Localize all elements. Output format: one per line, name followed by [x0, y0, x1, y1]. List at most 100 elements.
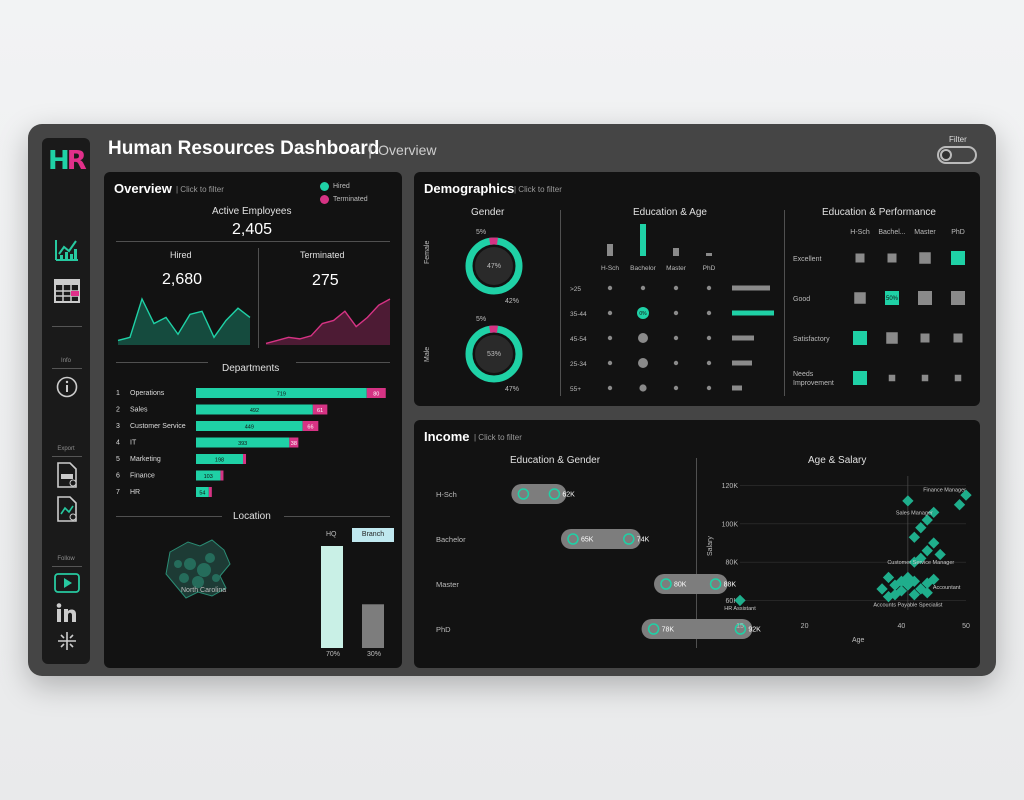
edu-age-dot — [706, 385, 712, 391]
divider — [284, 516, 390, 517]
chart-icon[interactable] — [54, 236, 80, 262]
scatter-annotation: Finance Manager — [923, 487, 966, 493]
overview-hint[interactable]: | Click to filter — [176, 185, 224, 194]
edu-age-dot — [607, 285, 613, 291]
edu-perf-y-label: Good — [793, 296, 810, 303]
dept-hired-label: 393 — [238, 441, 247, 447]
scatter-x-tick: 50 — [962, 623, 970, 630]
legend-terminated-label[interactable]: Terminated — [333, 196, 368, 203]
edu-perf-cell — [887, 253, 897, 263]
scatter-point — [921, 545, 933, 557]
edu-age-dot — [638, 358, 648, 368]
dept-rank: 6 — [116, 473, 120, 480]
edu-gender-label: Master — [436, 580, 459, 589]
edu-gender-range — [511, 484, 567, 504]
terminated-value: 275 — [312, 272, 339, 289]
dept-terminated-bar — [208, 487, 212, 497]
edu-age-dot — [637, 307, 649, 319]
divider — [696, 458, 697, 648]
edu-age-column-bar — [640, 224, 646, 256]
male-bottom-pct: 47% — [505, 386, 520, 393]
dept-rank: 1 — [116, 390, 120, 397]
edu-age-dot — [639, 384, 647, 392]
legend-hired-dot[interactable] — [320, 182, 329, 191]
scatter-point — [902, 495, 914, 507]
scatter-annotation: HR Assistant — [724, 606, 756, 612]
female-top-pct: 5% — [476, 229, 487, 236]
scatter-y-tick: 80K — [726, 560, 739, 567]
education-gender-chart[interactable]: H-Sch 62K Bachelor 65K 74K Master 80K 88K PhD 78K… — [420, 476, 761, 646]
edu-perf-cell — [853, 371, 867, 385]
edu-gender-male-marker — [623, 533, 635, 545]
edu-gender-male-label: 88K — [724, 582, 737, 589]
edu-perf-cell — [954, 374, 962, 382]
education-performance-chart[interactable]: H-Sch Bachel... Master PhD Excellent Good Sati… — [790, 224, 974, 394]
divider — [116, 516, 222, 517]
dept-rank: 5 — [116, 456, 120, 463]
dept-name: Sales — [130, 407, 148, 414]
male-top-pct: 5% — [476, 316, 487, 323]
overview-panel — [104, 172, 402, 668]
edu-age-title: Education & Age — [633, 207, 707, 218]
branch-label[interactable]: Branch — [352, 528, 394, 542]
dept-terminated-label: 61 — [317, 408, 323, 414]
demographics-title: Demographics — [424, 181, 515, 196]
scatter-x-tick: 40 — [898, 623, 906, 630]
edu-age-dot — [607, 360, 613, 366]
male-donut[interactable] — [464, 324, 524, 384]
edu-perf-x-label: Bachel... — [878, 229, 905, 236]
edu-age-row-bar — [732, 285, 770, 291]
edu-perf-cell — [854, 292, 866, 304]
edu-gender-female-marker — [567, 533, 579, 545]
filter-toggle[interactable] — [937, 146, 977, 164]
location-bar-chart[interactable] — [316, 544, 388, 648]
sidebar-divider — [52, 456, 82, 457]
edu-age-row-bar — [732, 335, 754, 341]
info-icon[interactable] — [54, 374, 80, 400]
dept-rank: 3 — [116, 423, 120, 430]
tableau-icon[interactable] — [54, 628, 80, 654]
scatter-point — [928, 537, 940, 549]
youtube-icon[interactable] — [54, 570, 80, 596]
location-bar — [321, 546, 343, 648]
divider — [116, 362, 208, 363]
edu-perf-cell — [853, 331, 867, 345]
edu-age-x-label: PhD — [703, 265, 716, 272]
edu-gender-male-marker — [709, 578, 722, 590]
map-label: North Carolina — [181, 587, 227, 594]
hired-area-chart[interactable] — [117, 295, 251, 345]
demographics-hint[interactable]: | Click to filter — [514, 185, 562, 194]
hq-label[interactable]: HQ — [326, 531, 337, 538]
edu-perf-x-label: Master — [914, 229, 936, 236]
scatter-point — [908, 531, 920, 543]
sidebar-divider — [52, 326, 82, 327]
edu-age-dot — [673, 385, 679, 391]
edu-perf-cell — [951, 291, 965, 305]
dept-terminated-bar — [302, 421, 319, 431]
terminated-area-chart[interactable] — [265, 295, 391, 345]
age-salary-title: Age & Salary — [808, 455, 867, 466]
education-age-chart[interactable]: H-Sch Bachelor Master PhD >25 35-44 45-54 25-34… — [566, 220, 780, 396]
dept-hired-bar — [196, 470, 221, 481]
female-donut[interactable] — [464, 236, 524, 296]
income-hint[interactable]: | Click to filter — [474, 433, 522, 442]
edu-age-y-label: 35-44 — [570, 311, 587, 318]
legend-hired-label[interactable]: Hired — [333, 183, 350, 190]
dept-hired-label: 198 — [215, 458, 224, 464]
north-carolina-map[interactable] — [160, 534, 240, 604]
departments-bar-chart[interactable]: 1 Operations 719 80 2 Sales 492 61 3 Customer Ser… — [114, 386, 394, 502]
export-image-icon[interactable] — [54, 496, 80, 522]
legend-terminated-dot[interactable] — [320, 195, 329, 204]
edu-age-x-label: Master — [666, 265, 687, 272]
export-pdf-icon[interactable] — [54, 462, 80, 488]
edu-gender-male-label: 92K — [748, 627, 761, 634]
table-icon[interactable] — [54, 278, 80, 304]
edu-age-row-bar — [732, 360, 752, 366]
linkedin-icon[interactable] — [54, 600, 80, 626]
salary-axis-label: Salary — [707, 536, 714, 556]
age-salary-scatter[interactable]: 120K 100K 80K 60K 15 20 40 50 Finance Manager Sal… — [716, 470, 976, 636]
page-subtitle: | Overview — [368, 142, 437, 159]
dept-rank: 4 — [116, 440, 120, 447]
male-label: Male — [424, 346, 431, 362]
edu-gender-male-label: 74K — [637, 537, 650, 544]
